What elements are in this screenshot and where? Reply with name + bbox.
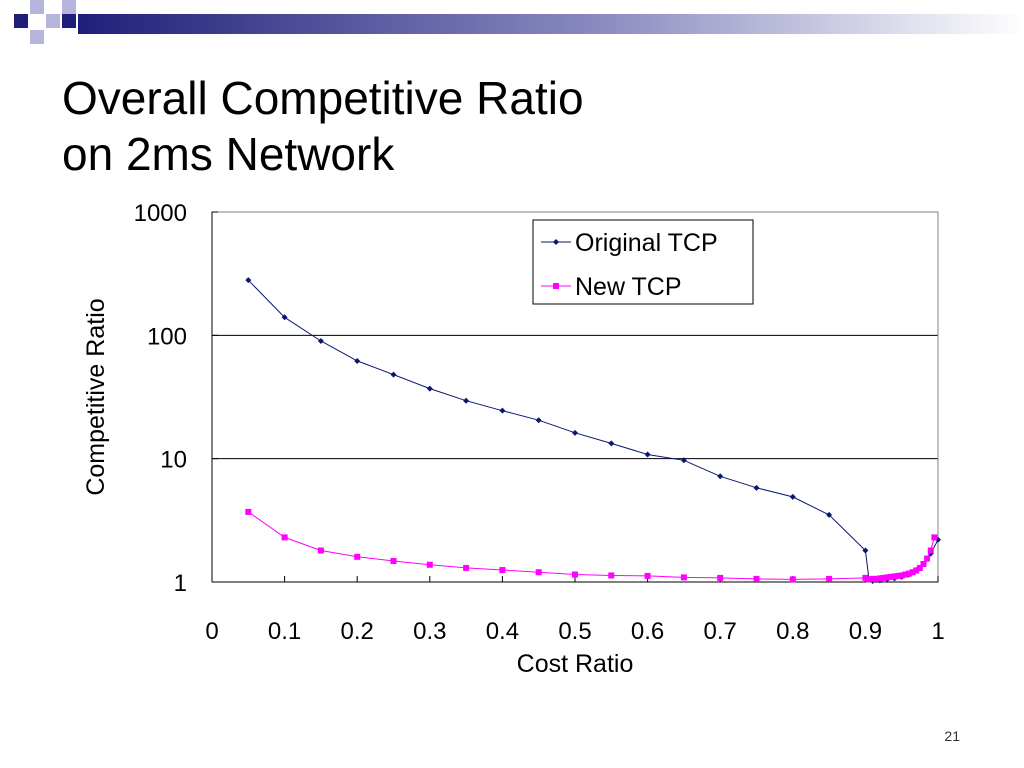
series-0-point-4	[390, 371, 397, 378]
x-tick-label-6: 0.6	[631, 618, 664, 645]
series-1-point-12	[680, 574, 687, 581]
x-tick-label-10: 1	[931, 618, 944, 645]
series-1-point-13	[717, 574, 724, 581]
series-1-point-24	[887, 573, 894, 580]
series-1-point-16	[826, 575, 833, 582]
series-1-line	[248, 511, 935, 580]
slide-corner-decoration	[14, 0, 1024, 44]
series-1-point-15	[789, 576, 796, 583]
header-gradient-band	[78, 14, 1024, 34]
slide-title-line-2: on 2ms Network	[62, 128, 395, 180]
series-1-point-30	[909, 569, 916, 576]
x-tick-label-0: 0	[205, 618, 218, 645]
series-0-point-3	[354, 357, 361, 364]
series-1-point-34	[924, 555, 931, 562]
series-0-point-6	[463, 397, 470, 404]
x-tick-label-1: 0.1	[268, 618, 301, 645]
series-1-point-17	[862, 574, 869, 581]
grid-layer	[212, 334, 938, 460]
series-1-point-11	[644, 572, 651, 579]
y-tick-label-3: 1000	[134, 200, 187, 227]
x-tick-label-4: 0.4	[486, 618, 519, 645]
deco-square-3	[46, 14, 60, 28]
series-0-point-11	[644, 451, 651, 458]
series-1-point-33	[920, 560, 927, 567]
deco-square-5	[30, 30, 44, 44]
legend-marker-1	[553, 283, 559, 289]
legend-label-0: Original TCP	[575, 229, 718, 257]
legend: Original TCP New TCP	[532, 219, 754, 305]
series-1-point-35	[927, 547, 934, 554]
deco-square-2	[30, 0, 44, 14]
axis-layer: 0 0.1 0.2 0.3 0.4 0.5 0.6 0.7 0.8 0.9 1 1 10 100 1000	[134, 200, 945, 645]
x-axis-label: Cost Ratio	[517, 650, 634, 678]
series-1-point-2	[317, 547, 324, 554]
series-1-point-23	[884, 574, 891, 581]
series-0-point-16	[826, 511, 833, 518]
series-1-point-18	[866, 576, 873, 583]
x-tick-label-9: 0.9	[849, 618, 882, 645]
series-1-point-8	[535, 569, 542, 576]
x-tick-label-7: 0.7	[704, 618, 737, 645]
x-tick-label-5: 0.5	[558, 618, 591, 645]
series-1-point-27	[898, 572, 905, 579]
series-0	[245, 277, 941, 584]
series-0-point-14	[753, 484, 760, 491]
x-tick-label-3: 0.3	[413, 618, 446, 645]
x-tick-label-8: 0.8	[776, 618, 809, 645]
series-1-point-25	[891, 573, 898, 580]
slide-title: Overall Competitive Ratio on 2ms Network	[62, 70, 584, 182]
series-0-point-5	[426, 385, 433, 392]
series-0-point-2	[317, 337, 324, 344]
series-1-point-29	[905, 570, 912, 577]
series-0-point-0	[245, 277, 252, 284]
slide-number: 21	[944, 728, 960, 744]
legend-box	[532, 219, 754, 305]
series-1-point-31	[913, 567, 920, 574]
series-1-point-6	[463, 564, 470, 571]
series-0-point-12	[680, 457, 687, 464]
series-1-point-14	[753, 575, 760, 582]
series-1-point-10	[608, 572, 615, 579]
series-0-point-13	[717, 473, 724, 480]
series-1-point-20	[873, 575, 880, 582]
slide-title-line-1: Overall Competitive Ratio	[62, 72, 584, 124]
y-tick-label-1: 10	[160, 447, 187, 474]
series-1-point-9	[572, 571, 578, 578]
deco-square-6	[62, 0, 76, 14]
series-0-point-8	[535, 417, 542, 424]
series-0-point-17	[862, 547, 869, 554]
series-1-point-4	[390, 558, 397, 565]
series-0-point-1	[281, 314, 288, 321]
series-1-point-32	[916, 564, 923, 571]
series-0-point-9	[572, 429, 578, 436]
y-tick-label-0: 1	[174, 570, 187, 597]
series-1-point-3	[354, 553, 361, 560]
series-0-point-10	[608, 440, 615, 447]
series-1	[245, 508, 938, 583]
series-1-point-5	[426, 561, 433, 568]
series-1-point-36	[931, 534, 938, 541]
series-1-point-22	[880, 574, 887, 581]
x-tick-label-2: 0.2	[341, 618, 374, 645]
series-0-point-15	[789, 493, 796, 500]
series-0-line	[247, 279, 939, 582]
series-1-point-21	[876, 575, 883, 582]
series-1-point-19	[869, 575, 876, 582]
series-1-point-26	[895, 572, 902, 579]
series-0-point-7	[499, 407, 506, 414]
series-1-point-0	[245, 508, 252, 515]
series-1-point-1	[281, 534, 288, 541]
legend-label-1: New TCP	[575, 273, 682, 301]
series-1-point-28	[902, 571, 909, 578]
y-tick-label-2: 100	[147, 323, 187, 350]
series-layer	[245, 277, 941, 584]
legend-marker-0	[553, 239, 559, 245]
series-1-point-7	[499, 567, 506, 574]
deco-square-1	[14, 14, 28, 28]
deco-square-4	[62, 14, 76, 28]
y-axis-label: Competitive Ratio	[82, 298, 110, 495]
